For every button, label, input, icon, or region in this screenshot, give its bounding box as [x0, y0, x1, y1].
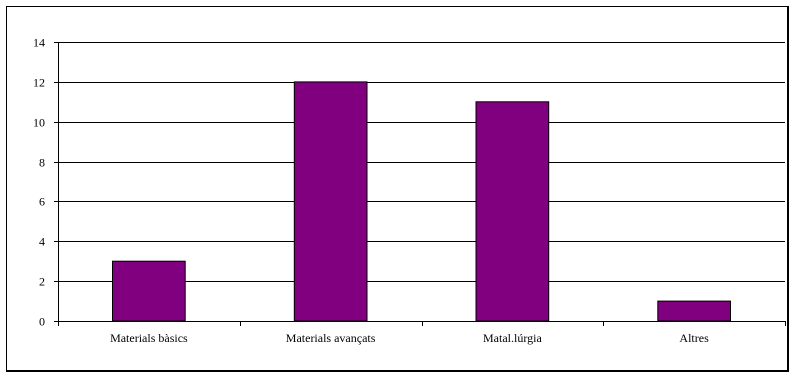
bars: [112, 81, 731, 322]
bar-3: [657, 300, 731, 322]
y-tick-label-2: 2: [39, 275, 45, 289]
x-tick-label-3: Altres: [679, 331, 709, 345]
axes: [54, 42, 786, 326]
y-tick-label-10: 10: [33, 116, 45, 130]
y-tick-label-0: 0: [39, 315, 45, 329]
y-tick-label-12: 12: [33, 76, 45, 90]
gridlines: [58, 42, 785, 282]
y-tick-labels: 0 2 4 6 8 10 12 14: [33, 36, 45, 329]
y-tick-label-6: 6: [39, 195, 45, 209]
y-tick-label-14: 14: [33, 36, 45, 50]
bar-0: [112, 260, 186, 322]
bar-2: [475, 101, 550, 322]
x-tick-labels: Materials bàsics Materials avançats Matal.…: [110, 331, 709, 345]
y-tick-label-8: 8: [39, 156, 45, 170]
x-tick-label-2: Matal.lúrgia: [483, 331, 542, 345]
bar-1: [293, 81, 368, 322]
x-tick-label-0: Materials bàsics: [110, 331, 188, 345]
y-tick-label-4: 4: [39, 235, 45, 249]
x-tick-label-1: Materials avançats: [286, 331, 376, 345]
